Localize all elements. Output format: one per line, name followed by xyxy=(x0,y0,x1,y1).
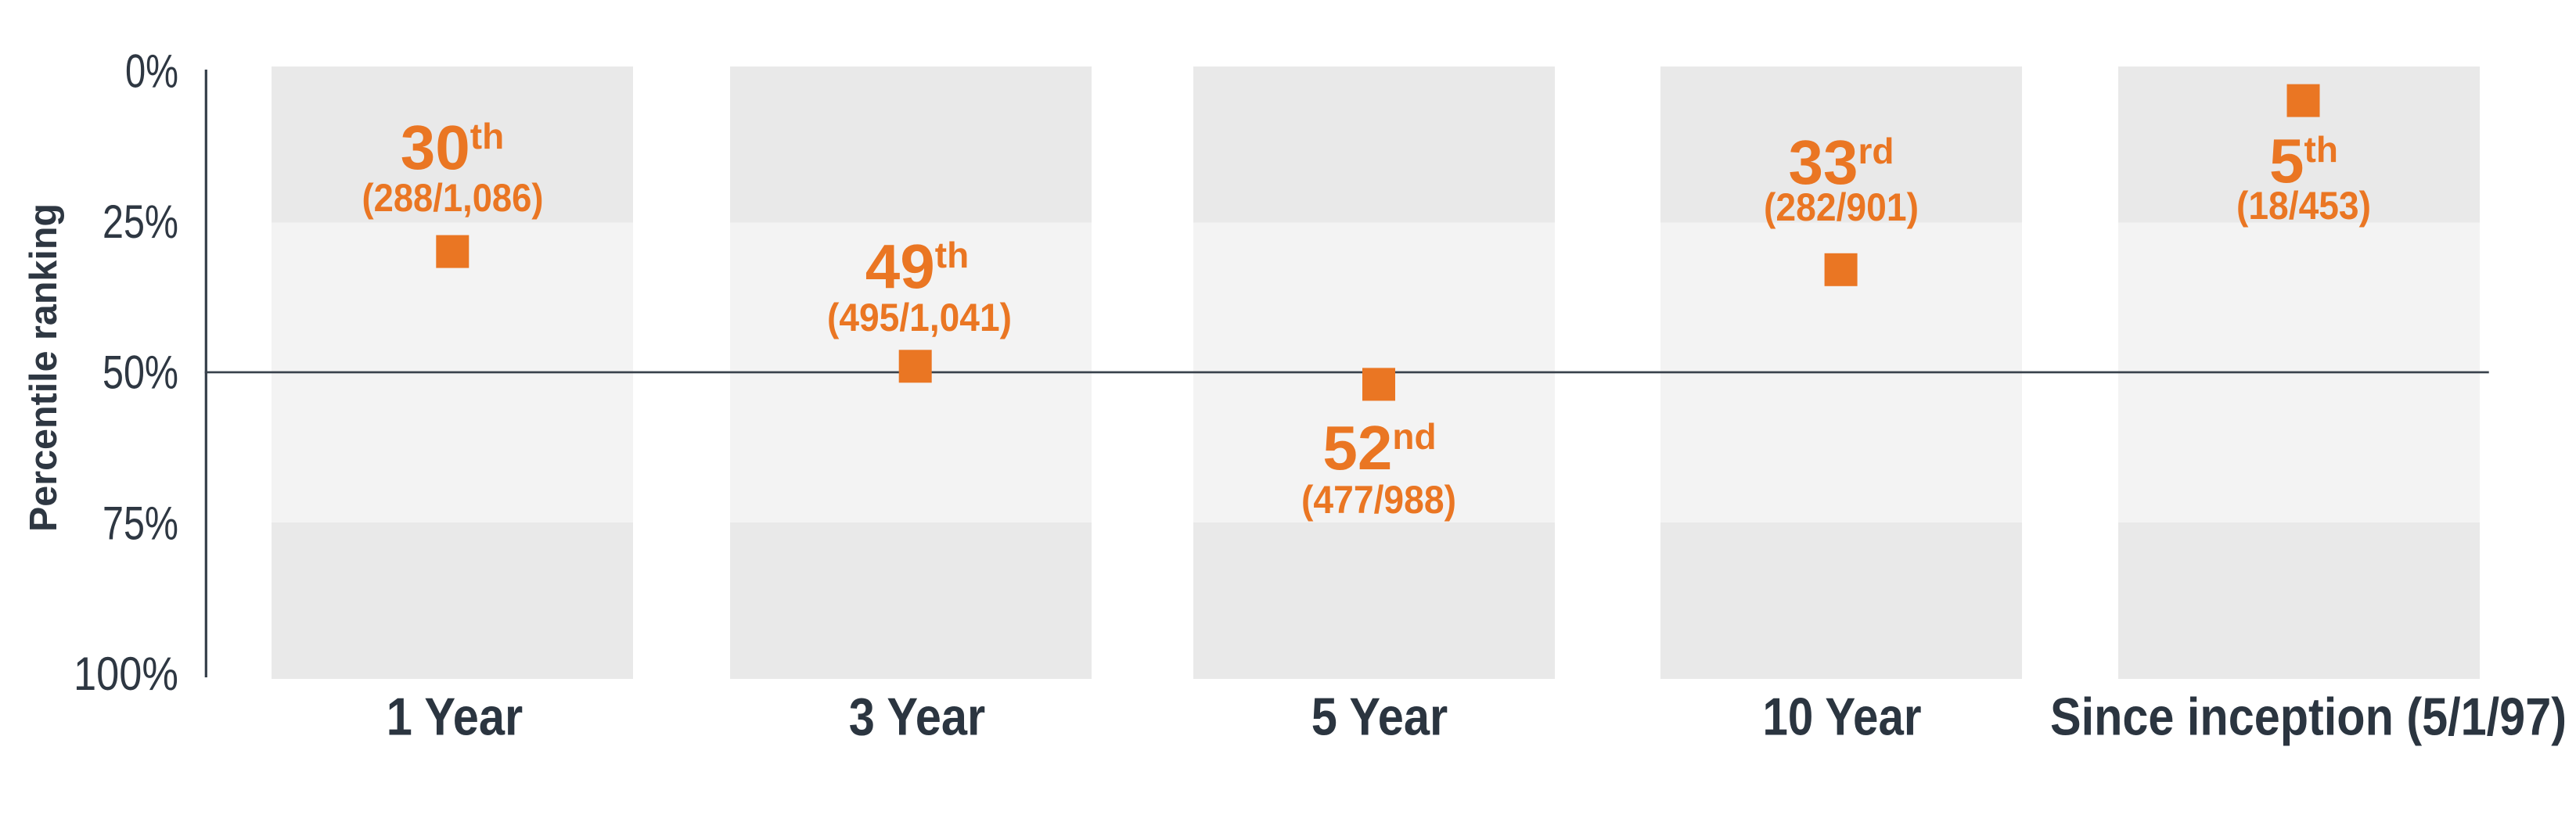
svg-text:3 Year: 3 Year xyxy=(849,688,986,747)
svg-text:Percentile ranking: Percentile ranking xyxy=(23,203,65,532)
svg-text:25%: 25% xyxy=(103,196,178,248)
svg-text:50%: 50% xyxy=(103,346,178,399)
svg-text:(477/988): (477/988) xyxy=(1301,478,1456,522)
svg-text:Since inception (5/1/97): Since inception (5/1/97) xyxy=(2050,688,2567,747)
svg-text:(288/1,086): (288/1,086) xyxy=(362,176,544,220)
svg-text:30th: 30th xyxy=(401,113,504,182)
svg-text:100%: 100% xyxy=(74,648,178,700)
svg-text:10 Year: 10 Year xyxy=(1763,688,1922,747)
svg-text:0%: 0% xyxy=(125,45,178,98)
svg-text:49th: 49th xyxy=(865,232,969,301)
svg-text:(18/453): (18/453) xyxy=(2236,184,2371,228)
svg-text:5 Year: 5 Year xyxy=(1311,688,1448,747)
svg-text:(282/901): (282/901) xyxy=(1764,185,1919,229)
svg-text:1 Year: 1 Year xyxy=(387,688,523,747)
svg-text:(495/1,041): (495/1,041) xyxy=(827,296,1012,339)
svg-text:75%: 75% xyxy=(103,497,178,550)
